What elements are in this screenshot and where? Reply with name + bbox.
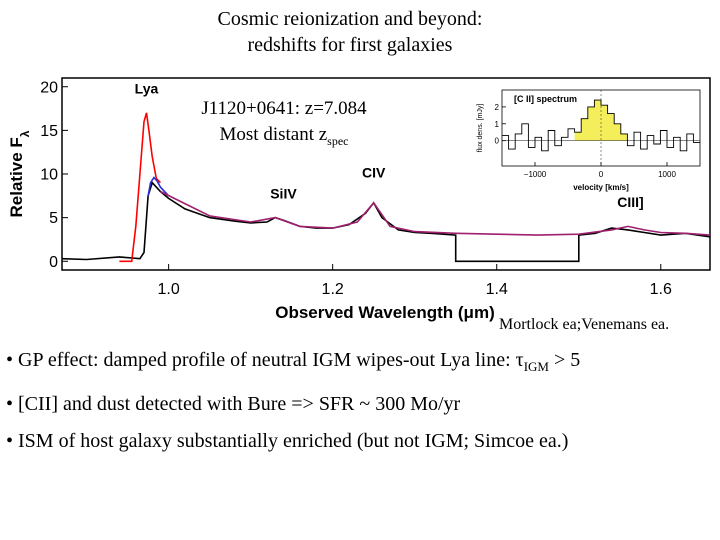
bullet-gp-symbol: τ [515, 349, 524, 371]
bullet-cii-dust: • [CII] and dust detected with Bure => S… [6, 393, 461, 415]
y-axis-label: Relative Fλ [7, 130, 32, 217]
y-tick-label: 15 [40, 123, 58, 140]
bullet-gp-prefix: • GP effect: damped profile of neutral I… [6, 349, 516, 371]
caption-line-1: J1120+0641: z=7.084 [201, 98, 367, 119]
quasar-caption: J1120+0641: z=7.084 Most distant zspec [184, 96, 384, 154]
inset-y-tick-label: 0 [495, 137, 500, 146]
x-axis-label: Observed Wavelength (μm) [275, 303, 494, 322]
cii-emission-fill [574, 100, 628, 141]
series-line-observed [61, 181, 711, 263]
bullet-list: • GP effect: damped profile of neutral I… [6, 348, 718, 466]
inset-y-axis-label: flux dens. [mJy] [477, 104, 484, 153]
y-tick-label: 20 [40, 79, 58, 96]
x-tick-label: 1.0 [158, 281, 180, 298]
x-tick-label: 1.4 [486, 281, 508, 298]
line-annotation-lya: Lya [135, 81, 159, 97]
y-axis-label-sub: λ [18, 130, 32, 137]
slide-title: Cosmic reionization and beyond: redshift… [150, 6, 550, 58]
inset-x-tick-label: 1000 [658, 170, 676, 179]
bullet-gp-sub: IGM [523, 359, 549, 374]
inset-y-tick-label: 1 [495, 120, 500, 129]
line-annotation-ciii: CIII] [617, 194, 643, 210]
inset-x-tick-label: −1000 [524, 170, 547, 179]
title-line-2: redshifts for first galaxies [247, 34, 453, 56]
series-line-continuum [160, 190, 711, 236]
inset-x-tick-label: 0 [599, 170, 604, 179]
caption-line-2-main: Most distant z [219, 124, 328, 145]
inset-y-tick-label: 2 [495, 103, 500, 112]
series-line-composite [119, 112, 161, 263]
inset-x-axis-label: velocity [km/s] [573, 183, 629, 192]
bullet-gp-suffix: > 5 [548, 349, 581, 371]
line-annotation-siiv: SiIV [270, 185, 297, 201]
bullet-ism: • ISM of host galaxy substantially enric… [6, 430, 569, 452]
caption-line-2-sub: spec [327, 133, 349, 148]
y-tick-label: 5 [49, 210, 58, 227]
caption-line-2: Most distant zspec [184, 122, 384, 154]
credit-text: Mortlock ea;Venemans ea. [499, 316, 670, 333]
series-line-cii [502, 99, 700, 152]
x-tick-label: 1.6 [650, 281, 672, 298]
x-tick-label: 1.2 [322, 281, 344, 298]
y-tick-label: 0 [49, 254, 58, 271]
inset-title: [C II] spectrum [514, 94, 577, 104]
line-annotation-civ: CIV [362, 164, 386, 180]
y-tick-label: 10 [40, 167, 58, 184]
series-line-model [147, 176, 170, 197]
bullet-gp-effect: • GP effect: damped profile of neutral I… [6, 348, 718, 379]
title-line-1: Cosmic reionization and beyond: [217, 8, 483, 30]
cii-inset-chart: −1000 0 1000 0 1 2 [C II] spectrum velocity [km… [477, 89, 701, 192]
